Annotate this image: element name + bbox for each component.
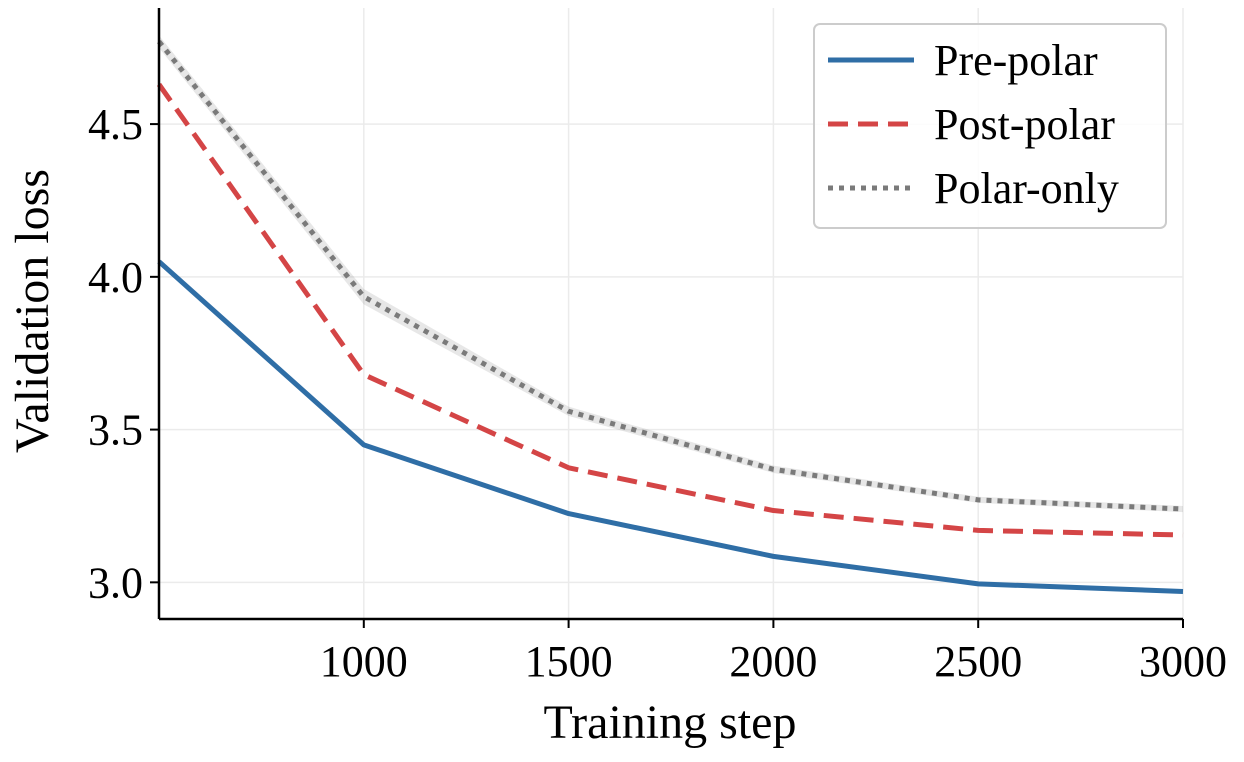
x-tick-label-2: 2000: [729, 637, 817, 686]
y-tick-label-2: 4.0: [88, 253, 143, 302]
series-lines: [156, 40, 1184, 595]
y-ticks: 3.0 3.5 4.0 4.5: [88, 100, 159, 607]
legend-box: [813, 23, 1167, 229]
x-ticks: 1000 1500 2000 2500 3000: [320, 619, 1227, 686]
legend-label-2: Polar-only: [934, 164, 1119, 213]
series-line-0: [157, 259, 1184, 595]
y-tick-label-3: 4.5: [88, 100, 143, 149]
x-axis-label: Training step: [544, 696, 797, 749]
legend-label-0: Pre-polar: [934, 36, 1098, 85]
y-tick-label-0: 3.0: [88, 558, 143, 607]
series-line-2: [157, 40, 1184, 512]
legend: Pre-polar Post-polar Polar-only: [813, 23, 1167, 229]
legend-label-1: Post-polar: [934, 100, 1115, 149]
y-tick-label-1: 3.5: [88, 406, 143, 455]
series-line-1: [156, 82, 1184, 538]
x-tick-label-3: 2500: [934, 637, 1022, 686]
x-tick-label-4: 3000: [1139, 637, 1227, 686]
y-axis-label: Validation loss: [6, 169, 59, 453]
axes: [157, 8, 1183, 621]
x-tick-label-1: 1500: [525, 637, 613, 686]
x-tick-label-0: 1000: [320, 637, 408, 686]
